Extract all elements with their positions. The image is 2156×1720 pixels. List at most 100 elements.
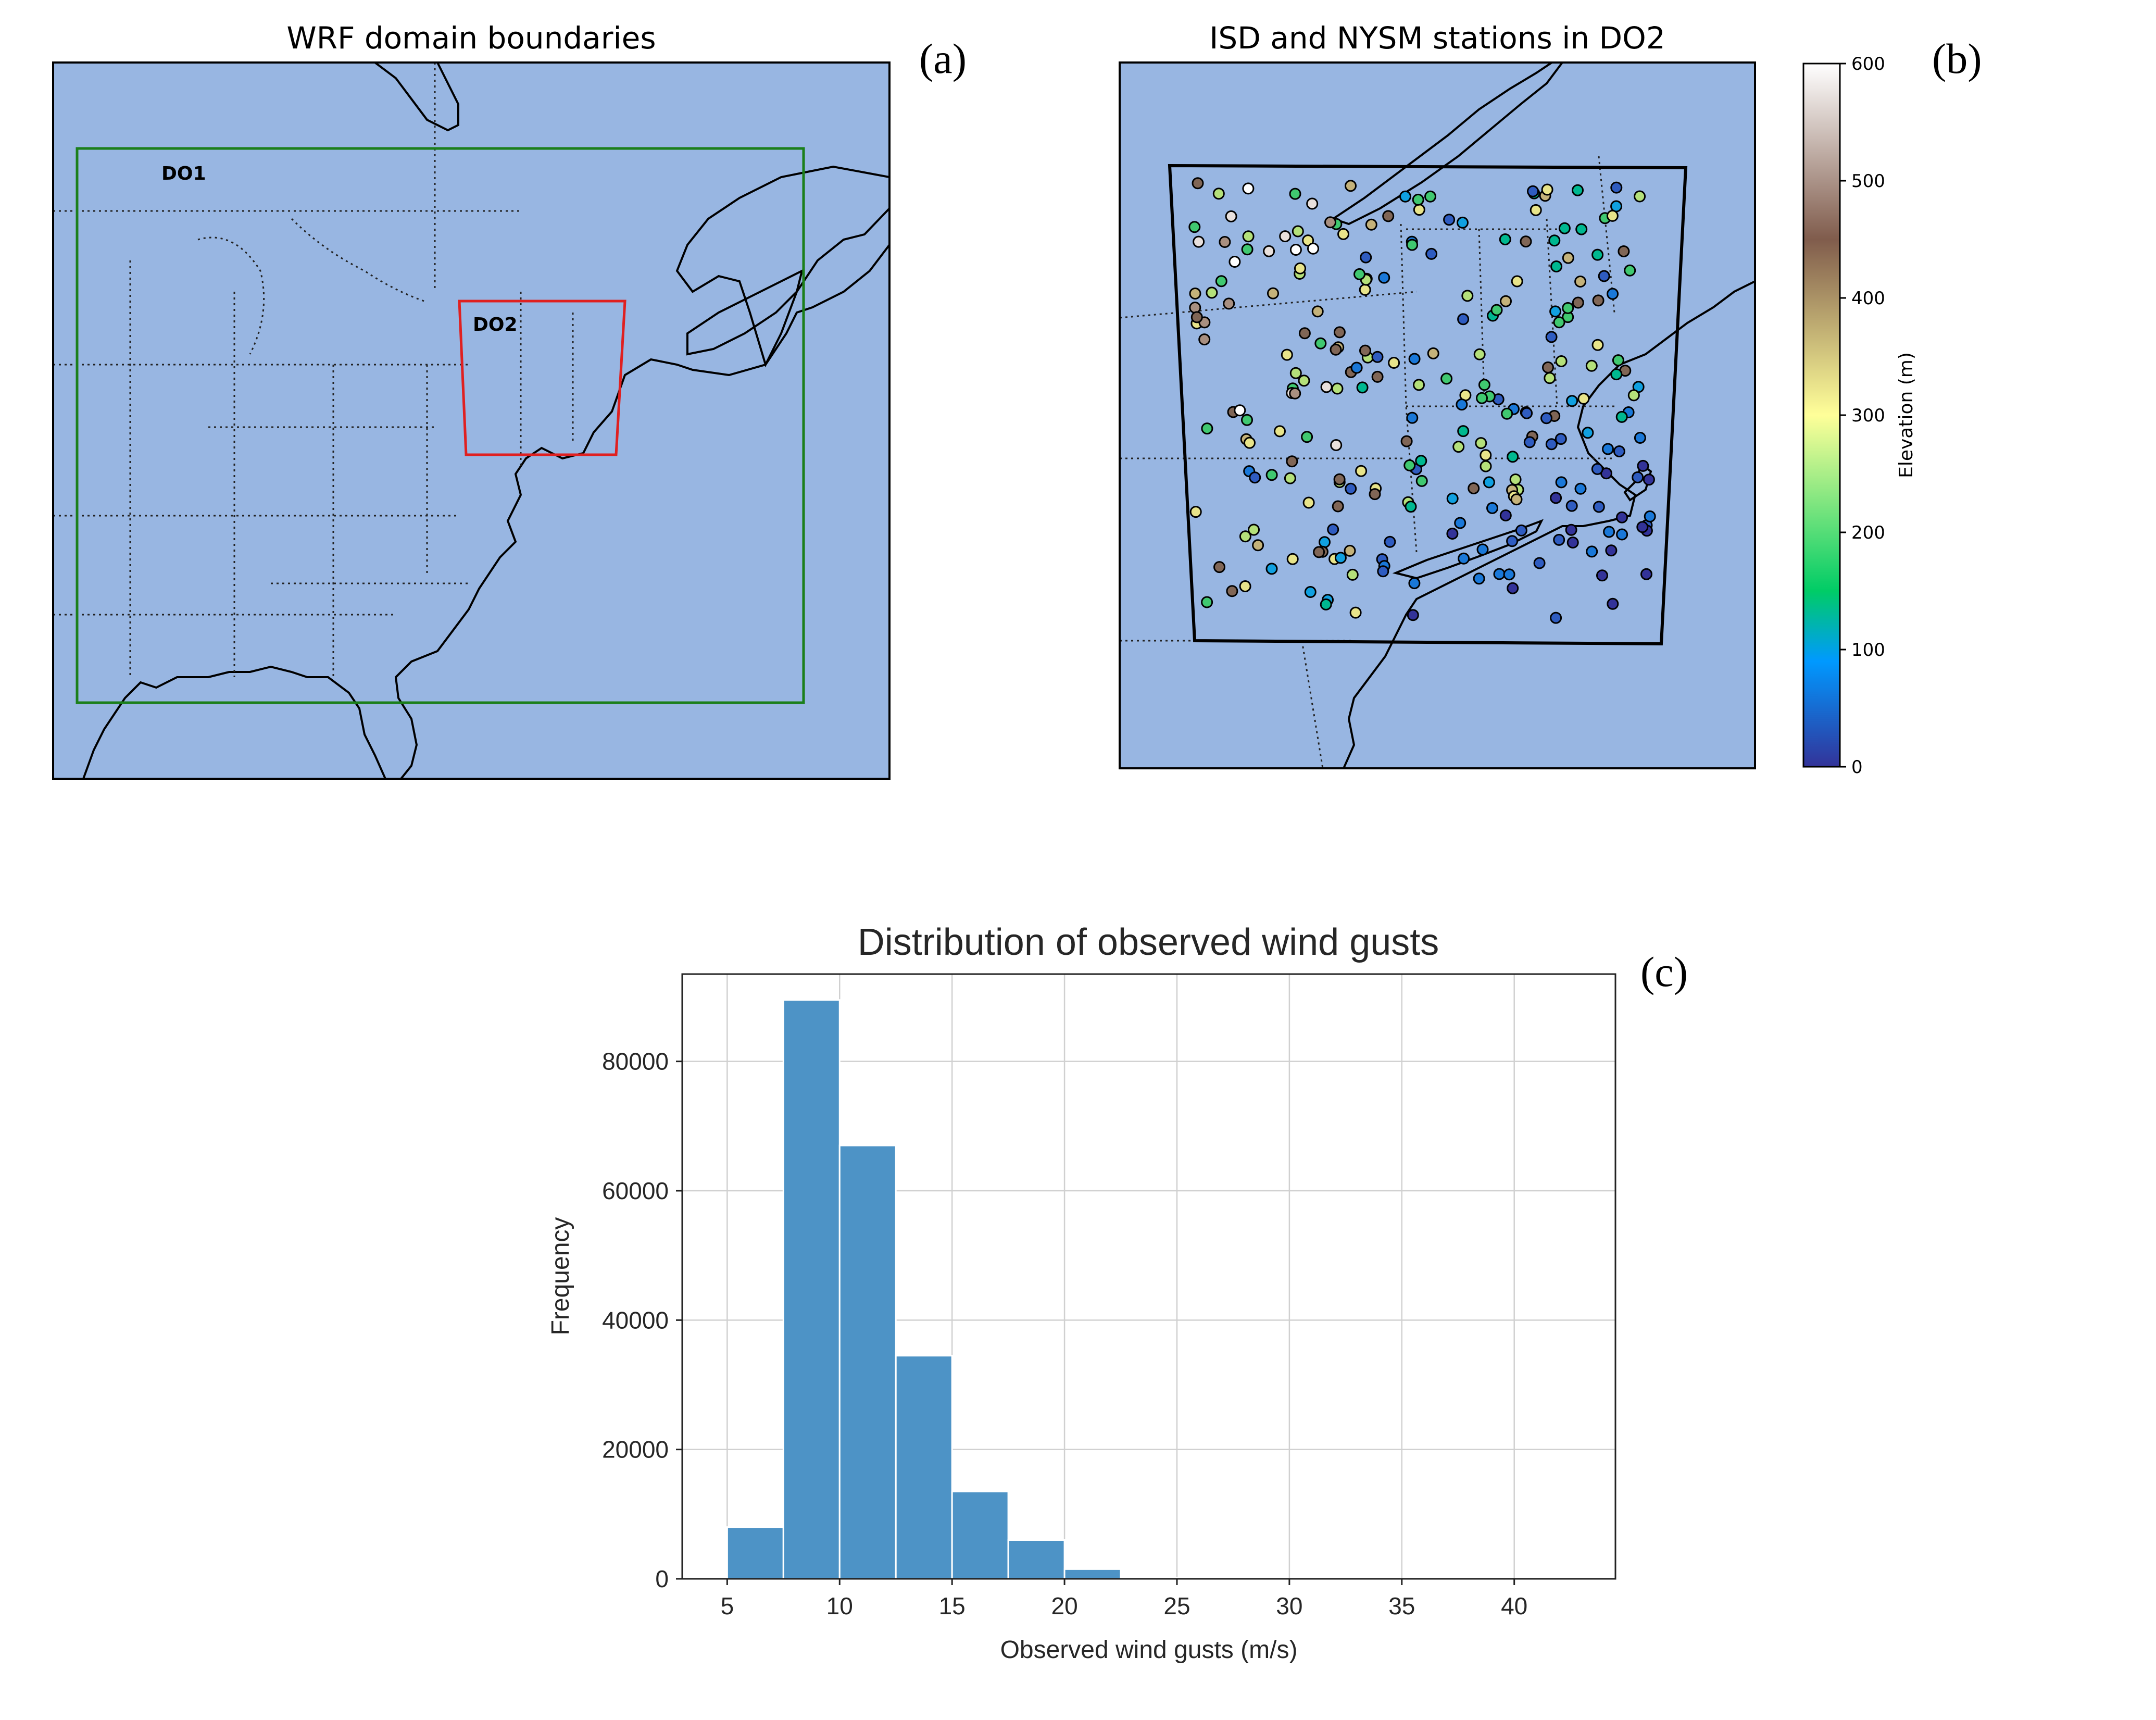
- station-marker: [1219, 236, 1231, 248]
- station-marker: [1274, 425, 1286, 438]
- station-marker: [1320, 381, 1333, 393]
- station-marker: [1365, 218, 1377, 231]
- station-marker: [1226, 585, 1238, 597]
- y-tick-label: 40000: [602, 1306, 669, 1333]
- station-marker: [1454, 517, 1466, 529]
- station-marker: [1509, 473, 1522, 485]
- station-marker: [1549, 305, 1562, 318]
- station-marker: [1350, 362, 1363, 374]
- station-marker: [1190, 311, 1203, 323]
- histogram-bar: [951, 1490, 1009, 1580]
- station-marker: [1239, 580, 1251, 592]
- station-marker: [1637, 459, 1649, 472]
- station-marker: [1189, 302, 1201, 314]
- station-marker: [1527, 185, 1539, 197]
- station-marker: [1577, 392, 1590, 405]
- station-marker: [1298, 327, 1311, 340]
- station-marker: [1413, 379, 1425, 391]
- histogram-bar: [782, 999, 841, 1580]
- station-marker: [1324, 216, 1336, 229]
- station-marker: [1545, 331, 1558, 343]
- station-marker: [1284, 472, 1296, 484]
- station-marker: [1239, 530, 1251, 543]
- colorbar-gradient: [1802, 63, 1841, 768]
- northeast-landmass: [1120, 63, 1755, 768]
- station-marker: [1225, 210, 1237, 222]
- station-marker: [1192, 177, 1204, 190]
- station-marker: [1458, 552, 1470, 565]
- station-marker: [1566, 537, 1579, 549]
- y-tick-label: 20000: [602, 1436, 669, 1463]
- station-marker: [1242, 182, 1255, 195]
- station-marker: [1189, 506, 1202, 518]
- station-marker: [1473, 348, 1486, 360]
- station-marker: [1286, 553, 1299, 565]
- station-marker: [1591, 248, 1604, 261]
- colorbar-tick-label: 400: [1851, 288, 1885, 309]
- station-marker: [1562, 252, 1574, 264]
- colorbar-tick-label: 300: [1851, 405, 1885, 426]
- station-marker: [1503, 568, 1515, 581]
- station-marker: [1408, 353, 1421, 365]
- station-marker: [1475, 437, 1487, 450]
- ocean: [53, 63, 889, 779]
- station-marker: [1400, 435, 1413, 447]
- ocean: [1120, 63, 1755, 768]
- station-marker: [1507, 451, 1519, 463]
- station-marker: [1369, 488, 1381, 501]
- station-marker: [1582, 427, 1594, 439]
- station-marker: [1566, 395, 1578, 407]
- station-marker: [1371, 351, 1384, 363]
- station-marker: [1314, 337, 1327, 350]
- station-marker: [1511, 275, 1523, 288]
- station-marker: [1550, 492, 1562, 504]
- panel-a-basemap: DO1 DO2: [53, 63, 889, 779]
- station-marker: [1610, 181, 1623, 194]
- do2-boundary: [1168, 164, 1688, 646]
- station-marker: [1574, 276, 1587, 288]
- station-marker: [1562, 302, 1574, 314]
- station-marker: [1476, 543, 1489, 556]
- panel-b-label: (b): [1932, 35, 1982, 82]
- station-marker: [1634, 432, 1646, 444]
- station-marker: [1242, 230, 1255, 243]
- colorbar-tick-label: 600: [1851, 54, 1885, 74]
- station-marker: [1440, 372, 1453, 385]
- station-marker: [1613, 445, 1625, 457]
- panel-a-title: WRF domain boundaries: [286, 20, 656, 56]
- station-marker: [1507, 582, 1519, 594]
- station-marker: [1330, 343, 1342, 356]
- station-marker: [1607, 597, 1619, 610]
- station-marker: [1294, 262, 1306, 275]
- station-marker: [1201, 596, 1213, 608]
- histogram-bar: [1063, 1568, 1122, 1580]
- station-marker: [1627, 389, 1640, 402]
- histogram-title: Distribution of observed wind gusts: [858, 921, 1439, 963]
- colorbar-ticks: 0 100 200 300 400 500 600: [1840, 54, 1885, 778]
- station-markers: [1188, 177, 1656, 624]
- station-marker: [1553, 316, 1565, 329]
- inner-domain-box: [458, 300, 626, 456]
- x-tick-label: 10: [826, 1592, 853, 1619]
- station-marker: [1572, 296, 1584, 309]
- station-marker: [1643, 473, 1655, 486]
- station-marker: [1406, 412, 1419, 424]
- station-marker: [1606, 209, 1619, 222]
- station-marker: [1223, 297, 1235, 310]
- station-marker: [1558, 222, 1571, 234]
- station-marker: [1378, 271, 1390, 284]
- station-marker: [1500, 295, 1512, 307]
- panel-b-title: ISD and NYSM stations in DO2: [1209, 20, 1665, 56]
- station-marker: [1520, 235, 1532, 248]
- x-tick-label: 20: [1051, 1592, 1077, 1619]
- station-marker: [1337, 228, 1349, 240]
- station-marker: [1279, 230, 1292, 243]
- station-marker: [1616, 528, 1628, 541]
- panel-a-frame: [52, 61, 891, 780]
- histogram-bar: [1007, 1539, 1066, 1580]
- station-marker: [1360, 251, 1372, 264]
- station-marker: [1555, 476, 1568, 489]
- station-marker: [1377, 565, 1389, 578]
- panel-b-basemap: [1120, 63, 1755, 768]
- station-marker: [1612, 354, 1624, 367]
